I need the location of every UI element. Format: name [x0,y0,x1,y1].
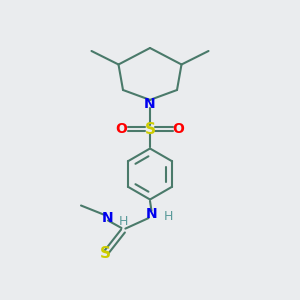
Text: N: N [146,208,157,221]
Text: N: N [144,97,156,110]
Text: O: O [116,122,128,136]
Text: S: S [100,246,111,261]
Text: S: S [145,122,155,136]
Text: O: O [172,122,184,136]
Text: N: N [102,211,114,224]
Text: H: H [163,210,173,224]
Text: H: H [119,214,129,228]
